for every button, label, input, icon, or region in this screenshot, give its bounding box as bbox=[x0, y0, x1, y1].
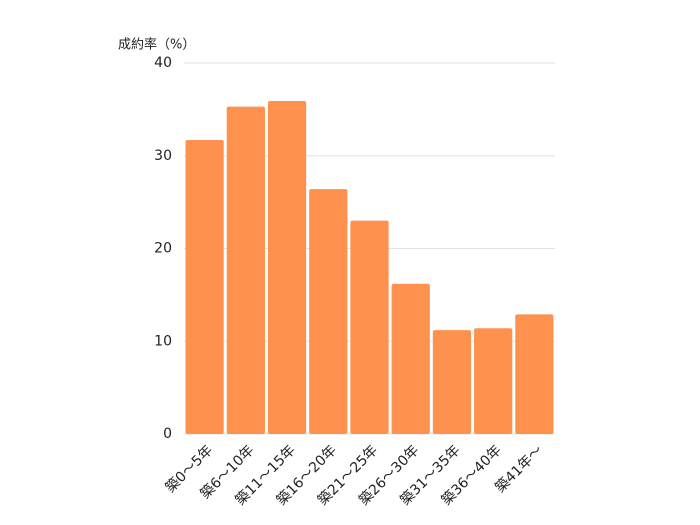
y-tick-label: 10 bbox=[154, 333, 172, 349]
y-tick-label: 40 bbox=[154, 55, 172, 71]
y-tick-label: 0 bbox=[163, 426, 172, 442]
bar bbox=[226, 106, 265, 434]
bar bbox=[391, 283, 430, 434]
bar bbox=[432, 330, 472, 434]
bar bbox=[309, 189, 348, 434]
y-axis-label: 成約率（%） bbox=[118, 37, 195, 53]
bar bbox=[267, 101, 307, 434]
bar bbox=[474, 328, 513, 434]
bar bbox=[185, 139, 224, 435]
bar bbox=[515, 314, 554, 434]
y-tick-label: 30 bbox=[154, 148, 172, 164]
y-tick-label: 20 bbox=[154, 241, 172, 257]
bar bbox=[350, 220, 389, 434]
